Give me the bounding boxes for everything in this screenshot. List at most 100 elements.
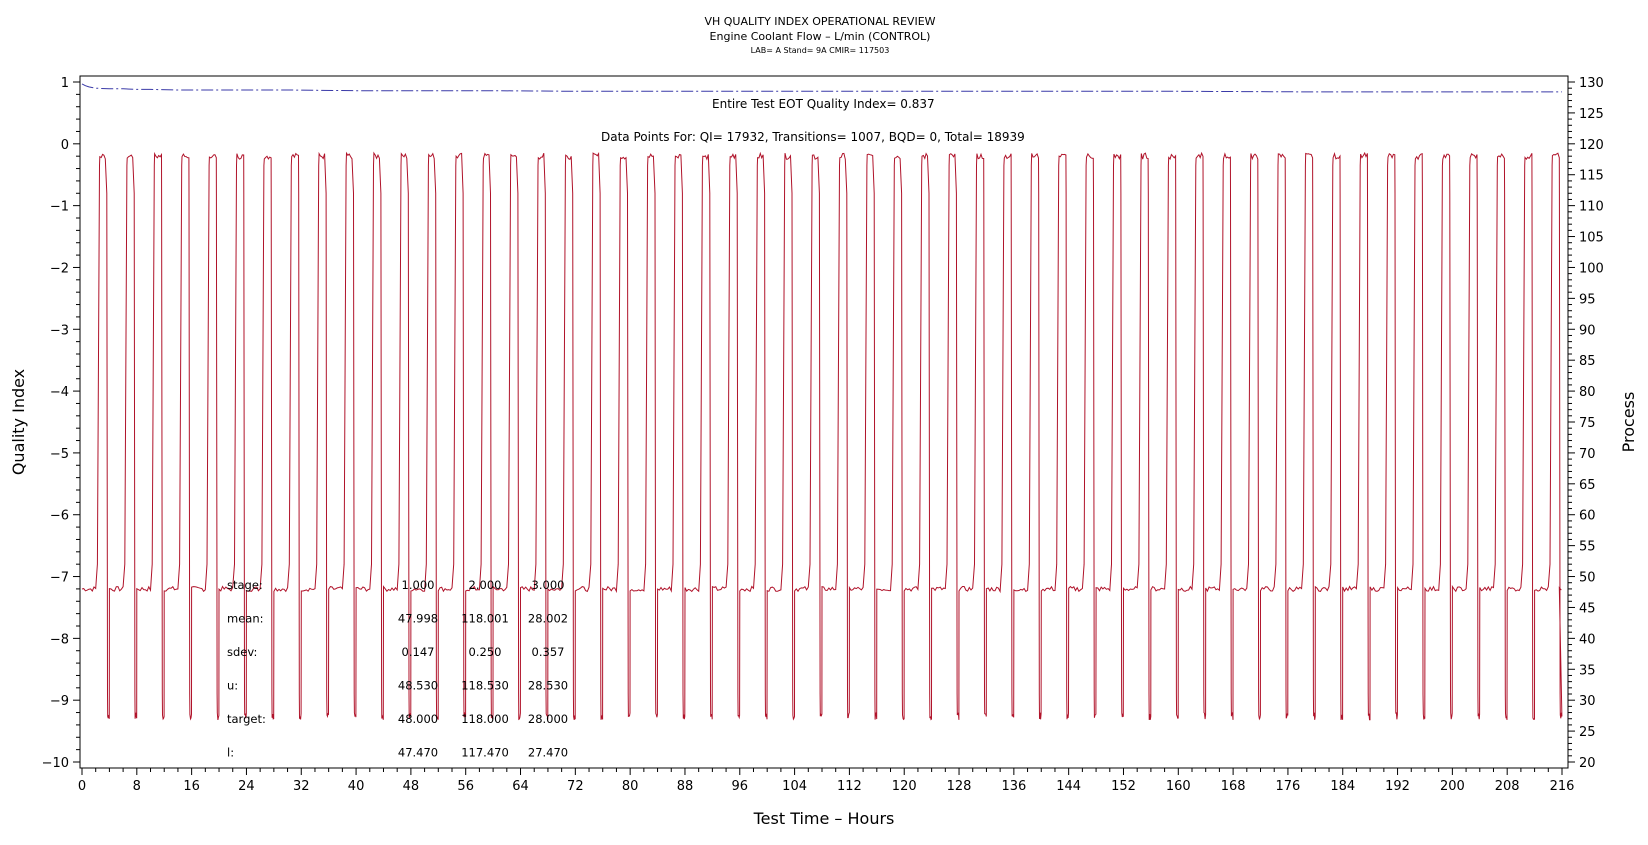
x-tick-label: 24 [238, 779, 255, 794]
x-tick-label: 152 [1111, 779, 1136, 794]
stats-row-label: u: [227, 679, 238, 693]
stats-cell: 27.470 [528, 746, 568, 760]
x-tick-label: 40 [348, 779, 365, 794]
x-tick-label: 112 [837, 779, 862, 794]
x-tick-label: 168 [1221, 779, 1246, 794]
stats-cell: 47.998 [398, 612, 438, 626]
x-tick-label: 56 [457, 779, 474, 794]
stats-cell: 118.000 [461, 712, 509, 726]
x-tick-label: 48 [403, 779, 420, 794]
x-tick-label: 128 [947, 779, 972, 794]
y-left-tick-label: 1 [61, 76, 69, 91]
x-tick-label: 8 [133, 779, 141, 794]
y-right-tick-label: 30 [1579, 694, 1596, 709]
y-right-tick-label: 95 [1579, 292, 1596, 307]
stats-cell: 48.530 [398, 679, 438, 693]
y-right-tick-label: 105 [1579, 231, 1604, 246]
y-left-tick-label: 0 [61, 138, 69, 153]
stats-cell: 48.000 [398, 712, 438, 726]
stats-cell: 28.530 [528, 679, 568, 693]
stats-cell: 2.000 [469, 578, 502, 592]
y-left-tick-label: −5 [50, 447, 69, 462]
chart-subtitle-meta: LAB= A Stand= 9A CMIR= 117503 [751, 46, 890, 55]
x-tick-label: 184 [1330, 779, 1355, 794]
stats-cell: 117.470 [461, 746, 509, 760]
y-axis-right: 130 125 120 115 110 105 100 95 90 85 80 75 70 65 60 55 5… [1568, 76, 1604, 771]
y-left-tick-label: −8 [50, 632, 69, 647]
stats-row-label: target: [227, 712, 266, 726]
eot-quality-index-label: Entire Test EOT Quality Index= 0.837 [712, 97, 935, 111]
stats-row-label: stage: [227, 578, 263, 592]
y-right-tick-label: 35 [1579, 663, 1596, 678]
y-right-tick-label: 50 [1579, 571, 1596, 586]
x-tick-label: 144 [1056, 779, 1081, 794]
y-right-tick-label: 85 [1579, 354, 1596, 369]
stats-table: stage: 1.000 2.000 3.000 mean: 47.998 118.001 2… [227, 578, 568, 760]
y-left-tick-label: −10 [42, 756, 69, 771]
x-tick-label: 216 [1550, 779, 1575, 794]
x-tick-label: 120 [892, 779, 917, 794]
x-axis: 0 8 16 24 32 40 48 56 64 72 80 88 96 104 112 120 128 136 1… [78, 768, 1575, 794]
stats-cell: 28.000 [528, 712, 568, 726]
y-right-tick-label: 60 [1579, 509, 1596, 524]
y-left-tick-label: −9 [50, 694, 69, 709]
y-right-tick-label: 75 [1579, 416, 1596, 431]
y-right-tick-label: 70 [1579, 447, 1596, 462]
series-layer [81, 83, 1563, 721]
stats-row-label: sdev: [227, 645, 257, 659]
y-right-tick-label: 25 [1579, 725, 1596, 740]
x-tick-label: 80 [622, 779, 639, 794]
y-right-tick-label: 90 [1579, 323, 1596, 338]
y-right-tick-label: 115 [1579, 169, 1604, 184]
stats-cell: 0.357 [532, 645, 565, 659]
y-left-tick-label: −1 [50, 200, 69, 215]
quality-index-series-line [81, 83, 1562, 93]
x-tick-label: 200 [1440, 779, 1465, 794]
y-right-tick-label: 125 [1579, 107, 1604, 122]
stats-cell: 118.530 [461, 679, 509, 693]
data-points-label: Data Points For: QI= 17932, Transitions=… [601, 130, 1025, 144]
stats-cell: 0.250 [469, 645, 502, 659]
x-tick-label: 136 [1001, 779, 1026, 794]
y-left-tick-label: −6 [50, 509, 69, 524]
y-right-tick-label: 100 [1579, 261, 1604, 276]
x-tick-label: 72 [567, 779, 584, 794]
process-series-line [81, 151, 1563, 721]
chart-subtitle: Engine Coolant Flow – L/min (CONTROL) [710, 30, 931, 43]
x-tick-label: 0 [78, 779, 86, 794]
y-right-tick-label: 110 [1579, 200, 1604, 215]
y-right-tick-label: 45 [1579, 601, 1596, 616]
chart-title: VH QUALITY INDEX OPERATIONAL REVIEW [704, 15, 935, 28]
x-tick-label: 104 [782, 779, 807, 794]
x-tick-label: 192 [1385, 779, 1410, 794]
stats-cell: 118.001 [461, 612, 509, 626]
y-right-tick-label: 40 [1579, 632, 1596, 647]
stats-row-label: mean: [227, 612, 264, 626]
x-tick-label: 208 [1495, 779, 1520, 794]
y-axis-left-title: Quality Index [9, 369, 28, 475]
y-axis-left: 1 0 −1 −2 −3 −4 −5 −6 −7 −8 −9 −10 [42, 76, 80, 771]
plot-frame [79, 75, 1569, 769]
stats-cell: 0.147 [402, 645, 435, 659]
x-tick-label: 88 [677, 779, 694, 794]
x-tick-label: 96 [732, 779, 749, 794]
x-tick-label: 64 [512, 779, 529, 794]
x-tick-label: 160 [1166, 779, 1191, 794]
y-left-tick-label: −4 [50, 385, 69, 400]
x-tick-label: 16 [183, 779, 200, 794]
stats-cell: 28.002 [528, 612, 568, 626]
y-right-tick-label: 80 [1579, 385, 1596, 400]
y-left-tick-label: −2 [50, 261, 69, 276]
stats-cell: 3.000 [532, 578, 565, 592]
stats-row-label: l: [227, 746, 234, 760]
y-right-tick-label: 130 [1579, 76, 1604, 91]
y-right-tick-label: 20 [1579, 756, 1596, 771]
y-right-tick-label: 65 [1579, 478, 1596, 493]
y-right-tick-label: 120 [1579, 138, 1604, 153]
y-right-tick-label: 55 [1579, 540, 1596, 555]
y-left-tick-label: −3 [50, 323, 69, 338]
stats-cell: 47.470 [398, 746, 438, 760]
x-axis-title: Test Time – Hours [753, 809, 895, 828]
x-tick-label: 32 [293, 779, 310, 794]
